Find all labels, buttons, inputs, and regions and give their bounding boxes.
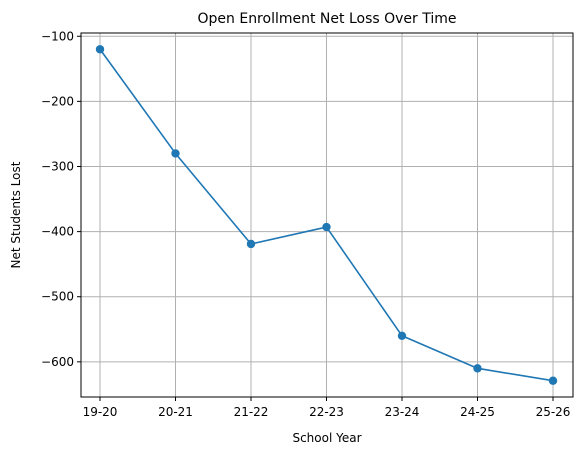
data-point (95, 45, 105, 54)
data-point (473, 364, 482, 373)
y-tick-label: −100 (41, 29, 74, 43)
y-tick-label: −500 (41, 290, 74, 304)
data-point (548, 376, 558, 385)
series-layer (95, 45, 558, 385)
y-axis-label: Net Students Lost (9, 161, 23, 268)
y-tick-label: −600 (41, 355, 74, 369)
axis-ticks: 19-20 20-21 21-22 22-23 23-24 24-25 25-26 −100 −… (41, 29, 570, 419)
y-tick-label: −400 (41, 225, 74, 239)
x-tick-label: 22-23 (309, 405, 344, 419)
data-point (322, 222, 331, 232)
x-tick-label: 20-21 (158, 405, 193, 419)
x-tick-label: 25-26 (536, 405, 571, 419)
data-point (171, 149, 180, 158)
grid-lines (81, 33, 573, 397)
x-axis-label: School Year (292, 431, 361, 445)
x-tick-label: 23-24 (385, 405, 420, 419)
y-tick-label: −200 (41, 94, 74, 108)
x-tick-label: 19-20 (83, 405, 118, 419)
data-point (246, 239, 256, 249)
x-tick-label: 24-25 (460, 405, 495, 419)
chart-title: Open Enrollment Net Loss Over Time (198, 11, 457, 27)
x-tick-label: 21-22 (234, 405, 269, 419)
y-tick-label: −300 (41, 159, 74, 173)
data-point (397, 331, 407, 340)
